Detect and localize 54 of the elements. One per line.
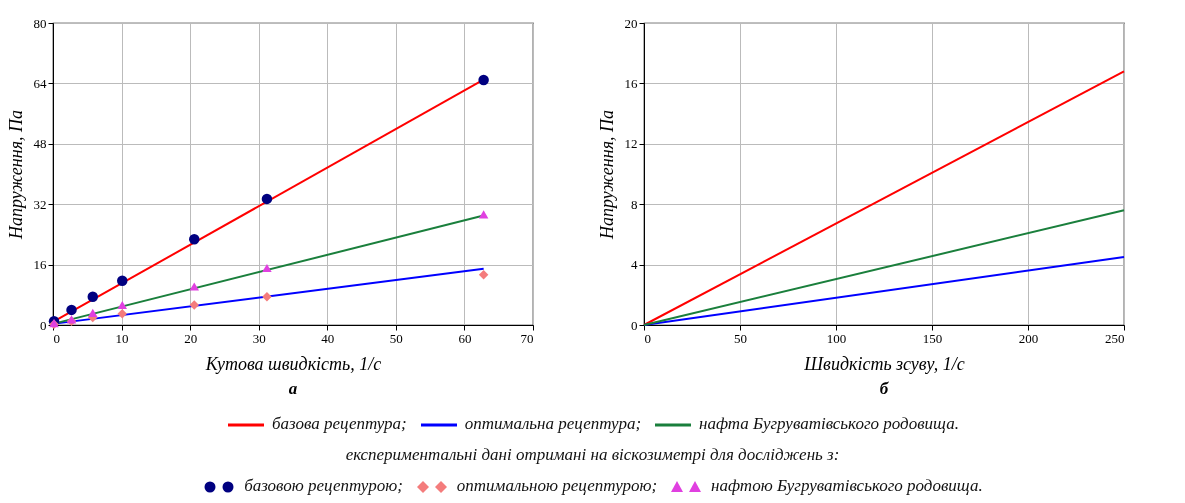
legend-label: нафтою Бугруватівського родовища. — [711, 476, 983, 495]
text: а — [288, 379, 298, 398]
y-tick-label: 20 — [624, 15, 638, 31]
point — [117, 300, 127, 310]
text: експериментальні дані отримані на віскозиметрі для досліджень з: — [344, 444, 841, 466]
y-tick-label: 0 — [40, 317, 47, 333]
point — [478, 74, 489, 86]
x-tick-label: 150 — [922, 330, 943, 346]
point — [189, 300, 199, 310]
y-tick-label: 48 — [33, 136, 47, 152]
x-tick-label: 70 — [520, 330, 534, 346]
point — [88, 308, 98, 318]
y-axis-title: Напруження, Па — [596, 109, 617, 241]
point — [262, 291, 272, 302]
x-axis-title: Швидкість зсуву, 1/с — [803, 353, 965, 374]
y-tick-label: 12 — [624, 136, 638, 152]
y-tick-label: 16 — [33, 257, 47, 273]
x-tick-label: 50 — [734, 330, 747, 346]
legend-label: базова рецептура; — [271, 414, 407, 433]
y-tick-label: 8 — [631, 196, 638, 212]
x-tick-label: 0 — [644, 330, 651, 346]
x-tick-label: 10 — [115, 330, 129, 346]
point — [189, 282, 199, 291]
point — [66, 304, 77, 316]
y-tick-label: 16 — [624, 75, 638, 91]
y-tick-label: 80 — [33, 15, 47, 31]
x-tick-label: 40 — [321, 330, 335, 346]
x-tick-label: 50 — [389, 330, 403, 346]
point — [478, 210, 489, 219]
y-axis-title: Напруження, Па — [5, 109, 26, 241]
x-tick-label: 250 — [1105, 330, 1125, 346]
point — [117, 308, 127, 319]
x-tick-label: 20 — [184, 330, 198, 346]
x-tick-label: 100 — [826, 330, 847, 346]
point — [117, 275, 128, 287]
legend-label: нафта Бугруватівського родовища. — [699, 414, 960, 433]
x-tick-label: 60 — [458, 330, 472, 346]
text: б — [879, 379, 890, 398]
legend-label: оптимальною рецептурою; — [456, 476, 658, 495]
x-tick-label: 200 — [1018, 330, 1039, 346]
point — [87, 291, 99, 302]
legend-label: базовою рецептурою; — [244, 476, 403, 495]
y-tick-label: 0 — [631, 317, 638, 333]
legend-label: оптимальна рецептура; — [464, 414, 642, 433]
x-axis-title: Кутова швидкість, 1/с — [204, 353, 382, 374]
point — [262, 263, 272, 273]
y-tick-label: 32 — [33, 196, 47, 212]
point — [189, 234, 200, 245]
x-tick-label: 30 — [252, 330, 266, 346]
point — [261, 193, 273, 205]
y-tick-label: 64 — [33, 75, 47, 91]
y-tick-label: 4 — [631, 257, 638, 273]
point — [478, 270, 489, 280]
x-tick-label: 0 — [53, 330, 60, 346]
